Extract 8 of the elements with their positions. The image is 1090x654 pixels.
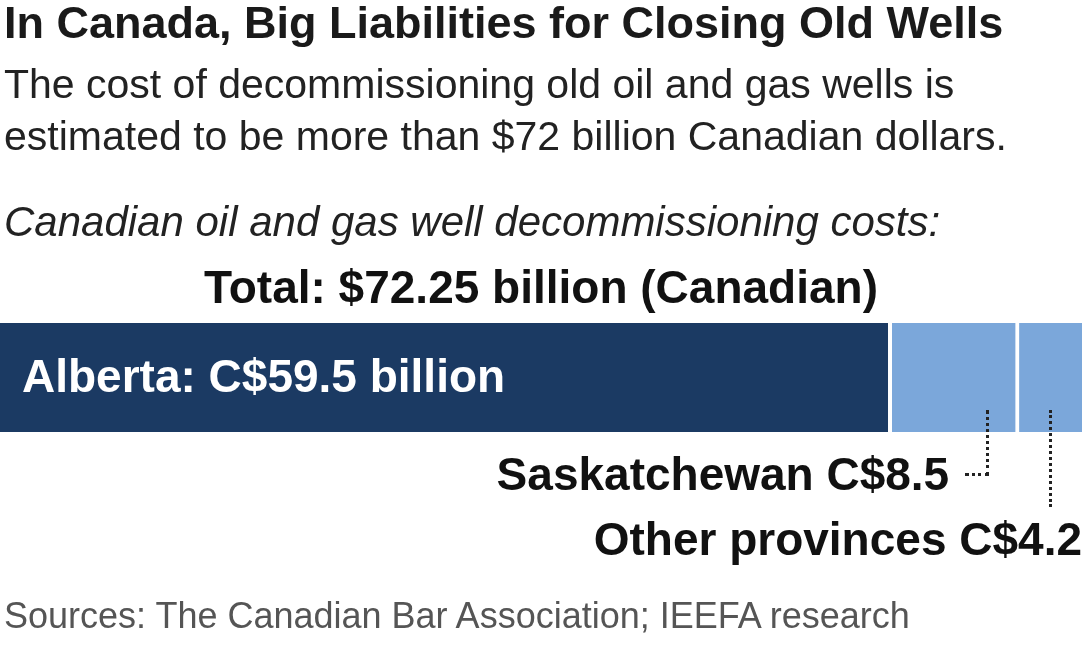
data-label: Other provinces C$4.2 [593,513,1082,565]
chart-subtitle: The cost of decommissioning old oil and gas wells is estimated to be more than $72 billion Canadian dollars. [4,60,1008,161]
data-label: Saskatchewan C$8.5 [496,448,950,500]
text: Canadian oil and gas well decommissioning costs: [4,198,941,245]
source-note: Sources: The Canadian Bar Association; IEEFA research [4,595,910,636]
chart-title: In Canada, Big Liabilities for Closing Old Wells [4,0,1004,48]
data-label: Alberta: C$59.5 billion [22,350,506,403]
text: Total: $72.25 billion (Canadian) [204,261,878,313]
